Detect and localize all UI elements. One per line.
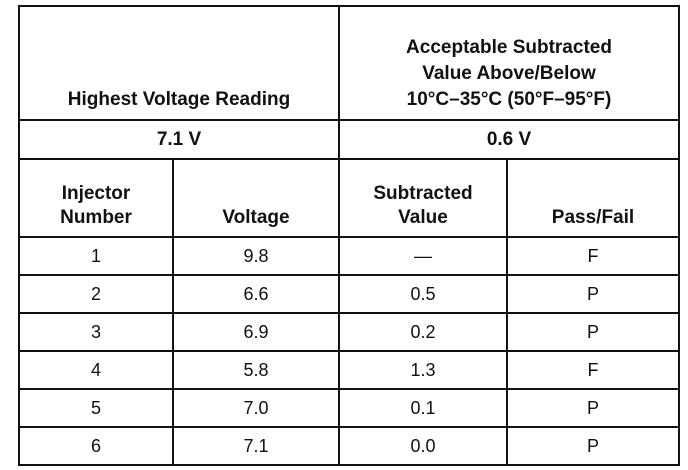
header-row: Highest Voltage Reading Acceptable Subtr… <box>18 5 680 121</box>
header-line: Injector <box>61 183 131 204</box>
cell: 1 <box>18 236 174 276</box>
data-row: 2 6.6 0.5 P <box>18 274 680 314</box>
cell: 0.5 <box>338 274 508 314</box>
cell: 7.1 <box>172 426 340 466</box>
cell: 0.1 <box>338 388 508 428</box>
value-row: 7.1 V 0.6 V <box>18 119 680 160</box>
column-header: Pass/Fail <box>506 158 680 238</box>
cell: 7.0 <box>172 388 340 428</box>
value-cell: 7.1 V <box>18 119 340 160</box>
cell: 0.0 <box>338 426 508 466</box>
cell: 2 <box>18 274 174 314</box>
cell: — <box>338 236 508 276</box>
injector-table: Highest Voltage Reading Acceptable Subtr… <box>18 5 680 466</box>
column-header: Voltage <box>172 158 340 238</box>
cell: 6.9 <box>172 312 340 352</box>
header-line: 10°C–35°C (50°F–95°F) <box>406 89 612 110</box>
cell: 6 <box>18 426 174 466</box>
header-line: Subtracted <box>373 183 473 204</box>
cell: 6.6 <box>172 274 340 314</box>
header-cell: Highest Voltage Reading <box>18 5 340 121</box>
column-header-row: Injector Number Voltage Subtracted Value Pass… <box>18 158 680 238</box>
data-row: 5 7.0 0.1 P <box>18 388 680 428</box>
header-line: Value <box>398 207 448 228</box>
data-row: 4 5.8 1.3 F <box>18 350 680 390</box>
cell: P <box>506 388 680 428</box>
data-row: 3 6.9 0.2 P <box>18 312 680 352</box>
header-line: Pass/Fail <box>551 207 635 228</box>
cell: P <box>506 274 680 314</box>
cell: 4 <box>18 350 174 390</box>
cell: 3 <box>18 312 174 352</box>
data-row: 1 9.8— F <box>18 236 680 276</box>
header-line: Voltage <box>222 207 290 228</box>
cell: 1.3 <box>338 350 508 390</box>
cell: P <box>506 312 680 352</box>
header-cell: Acceptable Subtracted Value Above/Below … <box>338 5 680 121</box>
data-row: 6 7.1 0.0 P <box>18 426 680 466</box>
cell: P <box>506 426 680 466</box>
header-line: Acceptable Subtracted <box>406 37 612 58</box>
value-cell: 0.6 V <box>338 119 680 160</box>
header-line: Number <box>60 207 132 228</box>
cell: 9.8 <box>172 236 340 276</box>
cell: F <box>506 236 680 276</box>
column-header: Injector Number <box>18 158 174 238</box>
cell: 5.8 <box>172 350 340 390</box>
cell: 0.2 <box>338 312 508 352</box>
header-line: Value Above/Below <box>422 63 596 84</box>
cell: F <box>506 350 680 390</box>
cell: 5 <box>18 388 174 428</box>
column-header: Subtracted Value <box>338 158 508 238</box>
